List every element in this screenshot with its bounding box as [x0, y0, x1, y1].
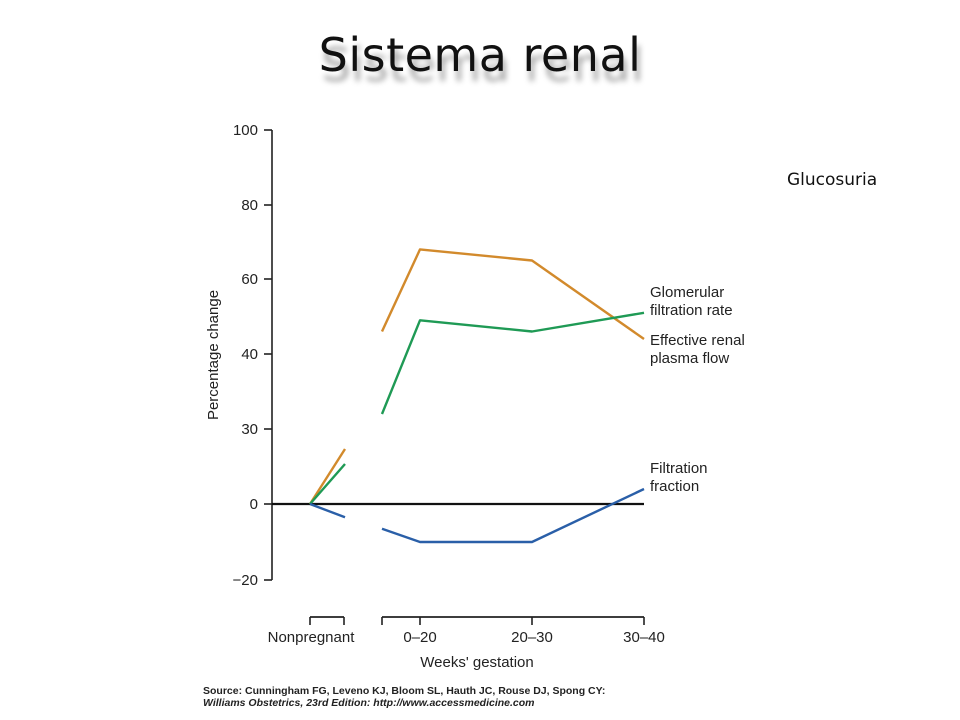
legend-label: Glomerular — [650, 284, 724, 301]
x-tick-label: 0–20 — [403, 629, 436, 646]
x-ticks: Nonpregnant 0–20 20–30 30–40 — [268, 629, 665, 646]
legend-label: Effective renal — [650, 332, 745, 349]
series-line-filtration-fraction — [381, 487, 645, 544]
series-line-effective-renal-plasma-flow — [309, 463, 346, 505]
y-tick-label: 60 — [241, 271, 258, 288]
y-ticks: 100 80 60 40 30 0 −20 — [233, 122, 272, 589]
series-line-glomerular-filtration-rate — [380, 248, 645, 340]
y-tick-label: −20 — [233, 572, 258, 589]
y-tick-label: 0 — [250, 496, 258, 513]
y-tick-label: 80 — [241, 197, 258, 214]
x-axis-brackets — [309, 616, 645, 625]
slide-title: Sistema renal — [318, 28, 642, 82]
y-tick-label: 30 — [241, 421, 258, 438]
legend-label: Filtration — [650, 460, 708, 477]
series-layer — [308, 248, 645, 544]
legend-label: fraction — [650, 478, 699, 495]
x-axis-title: Weeks' gestation — [420, 654, 533, 671]
legend-label: filtration rate — [650, 302, 733, 319]
source-line-1: Source: Cunningham FG, Leveno KJ, Bloom … — [203, 685, 606, 697]
source-line-2: Williams Obstetrics, 23rd Edition: http:… — [203, 697, 535, 709]
y-tick-label: 100 — [233, 122, 258, 139]
source-citation: Source: Cunningham FG, Leveno KJ, Bloom … — [203, 685, 605, 709]
y-axis-title: Percentage change — [205, 290, 222, 420]
x-tick-label: Nonpregnant — [268, 629, 356, 646]
series-line-filtration-fraction — [309, 502, 346, 519]
side-note: Glucosuria — [787, 170, 878, 190]
series-line-glomerular-filtration-rate — [308, 448, 347, 505]
chart-axes — [271, 130, 644, 580]
legend-label: plasma flow — [650, 350, 729, 367]
series-line-effective-renal-plasma-flow — [380, 311, 645, 415]
x-tick-label: 30–40 — [623, 629, 665, 646]
x-tick-label: 20–30 — [511, 629, 553, 646]
y-tick-label: 40 — [241, 346, 258, 363]
